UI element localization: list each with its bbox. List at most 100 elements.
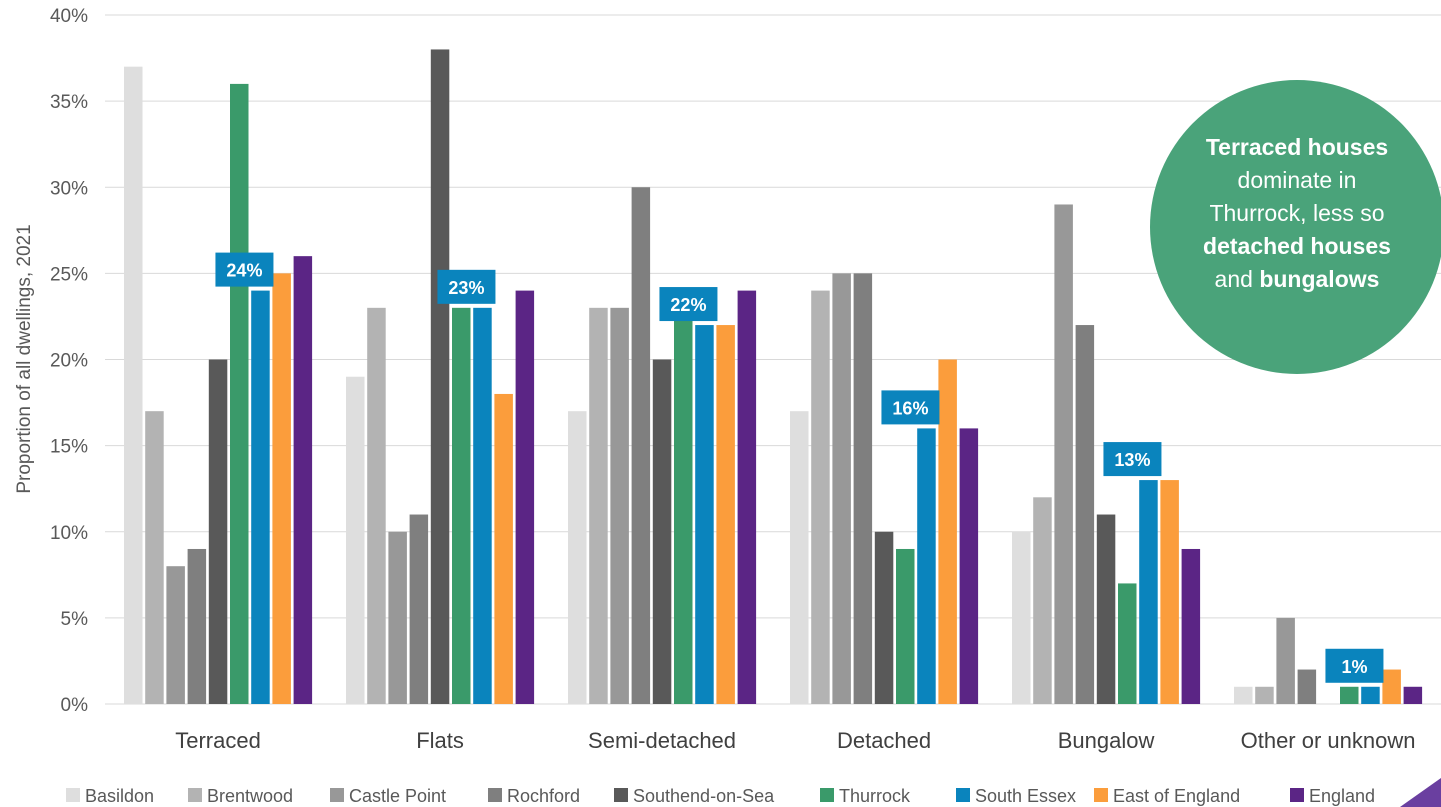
bar — [832, 273, 851, 704]
category-label: Detached — [837, 728, 931, 753]
y-tick-label: 35% — [50, 92, 88, 113]
callout-line: detached houses — [1203, 233, 1391, 259]
bar — [145, 411, 164, 704]
bar — [1382, 669, 1401, 704]
bar — [1160, 480, 1179, 704]
legend-swatch — [488, 788, 502, 802]
bar — [272, 273, 291, 704]
bar — [790, 411, 809, 704]
bar — [917, 428, 936, 704]
bar — [1181, 548, 1201, 704]
highlight-label-box — [1325, 648, 1384, 683]
bar — [166, 566, 185, 704]
bar — [853, 273, 873, 704]
bar — [1340, 686, 1359, 704]
bar — [409, 514, 429, 704]
highlight-label-box — [1103, 442, 1162, 477]
legend-label: East of England — [1113, 786, 1240, 806]
highlight-label-box — [215, 252, 274, 287]
category-labels: Terraced Flats Semi-detached Detached Bungal… — [175, 728, 1415, 753]
bar — [367, 307, 386, 704]
category-label: Other or unknown — [1241, 728, 1416, 753]
bar — [1012, 531, 1031, 704]
y-tick-label: 40% — [50, 6, 88, 27]
category-label: Semi-detached — [588, 728, 736, 753]
callout-line: dominate in — [1238, 167, 1357, 193]
legend-swatch — [820, 788, 834, 802]
legend-swatch — [188, 788, 202, 802]
bar — [1054, 204, 1073, 704]
category-label: Bungalow — [1058, 728, 1155, 753]
bar — [652, 359, 672, 704]
bar — [124, 66, 143, 705]
bar — [568, 411, 587, 704]
highlight-label-box — [659, 287, 718, 322]
legend-swatch — [1290, 788, 1304, 802]
bars — [124, 49, 1423, 705]
bar — [346, 376, 365, 704]
legend: Basildon Brentwood Castle Point Rochford Sou… — [66, 786, 1375, 806]
legend-label: Brentwood — [207, 786, 293, 806]
bar — [896, 548, 915, 704]
bar — [674, 307, 693, 704]
bar — [1255, 686, 1274, 704]
y-tick-label: 30% — [50, 178, 88, 199]
bar — [1234, 686, 1253, 704]
bar — [737, 290, 757, 704]
callout-text: dominate in — [1238, 167, 1357, 193]
bar — [1118, 583, 1137, 704]
bar — [1139, 480, 1158, 704]
highlight-label: 22% — [670, 295, 706, 315]
callout-circle — [1150, 80, 1441, 374]
gridlines — [105, 14, 1441, 705]
bar — [610, 307, 629, 704]
legend-swatch — [330, 788, 344, 802]
legend-swatch — [956, 788, 970, 802]
callout-bold-text: Terraced houses — [1206, 134, 1388, 160]
callout-line: Thurrock, less so — [1209, 200, 1384, 226]
bar — [1276, 617, 1295, 704]
legend-swatch — [614, 788, 628, 802]
highlight-labels: 24% 23% 22% 16% 13% 1% — [215, 252, 1384, 683]
category-label: Terraced — [175, 728, 261, 753]
y-tick-label: 0% — [61, 695, 89, 716]
bar — [251, 290, 270, 704]
bar — [494, 393, 513, 704]
bar — [874, 531, 894, 704]
callout: Terraced houses dominate in Thurrock, less… — [1150, 80, 1441, 374]
legend-label: Basildon — [85, 786, 154, 806]
bar — [1096, 514, 1116, 704]
highlight-label: 24% — [226, 261, 262, 281]
bar — [430, 49, 450, 704]
bar — [452, 307, 471, 704]
bar — [293, 256, 313, 704]
bar — [208, 359, 228, 704]
legend-label: Thurrock — [839, 786, 911, 806]
callout-bold-text: detached houses — [1203, 233, 1391, 259]
highlight-label: 16% — [892, 398, 928, 418]
bar — [1297, 669, 1317, 704]
y-tick-label: 10% — [50, 523, 88, 544]
bar — [1033, 497, 1052, 704]
callout-line: Terraced houses — [1206, 134, 1388, 160]
bar — [473, 307, 492, 704]
y-axis-title: Proportion of all dwellings, 2021 — [14, 224, 35, 493]
category-label: Flats — [416, 728, 464, 753]
y-axis-ticks: 0% 5% 10% 15% 20% 25% 30% 35% 40% — [50, 6, 88, 716]
bar — [230, 83, 249, 704]
bar — [811, 290, 830, 704]
bar — [589, 307, 608, 704]
y-tick-label: 15% — [50, 437, 88, 458]
bar — [1403, 686, 1423, 704]
bar — [388, 531, 407, 704]
corner-accent-shape — [1400, 778, 1441, 807]
highlight-label-box — [437, 269, 496, 304]
legend-swatch — [1094, 788, 1108, 802]
bar — [631, 187, 651, 704]
bar — [1361, 686, 1380, 704]
bar — [938, 359, 957, 704]
legend-label: Southend-on-Sea — [633, 786, 775, 806]
highlight-label: 23% — [448, 278, 484, 298]
bar — [515, 290, 535, 704]
